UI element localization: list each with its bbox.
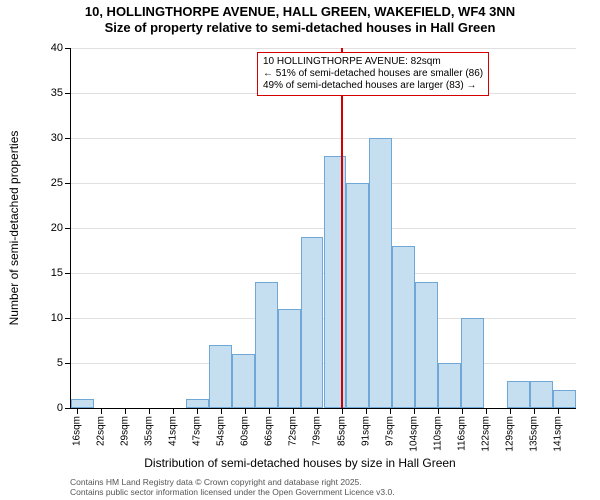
- histogram-bar: [415, 282, 438, 408]
- x-tick-label: 116sqm: [456, 416, 467, 451]
- y-tick-label: 0: [57, 402, 63, 414]
- y-tick-label: 35: [51, 87, 63, 99]
- x-tick: [197, 408, 198, 414]
- x-tick: [269, 408, 270, 414]
- x-tick-label: 72sqm: [288, 416, 299, 446]
- x-tick-label: 41sqm: [168, 416, 179, 446]
- x-tick-label: 97sqm: [384, 416, 395, 446]
- y-tick: [65, 363, 71, 364]
- x-tick-label: 60sqm: [240, 416, 251, 446]
- histogram-bar: [209, 345, 232, 408]
- x-tick-label: 79sqm: [312, 416, 323, 446]
- x-tick-label: 122sqm: [480, 416, 491, 452]
- histogram-bar: [255, 282, 278, 408]
- footer-attribution: Contains HM Land Registry data © Crown c…: [70, 477, 395, 498]
- gridline: [71, 48, 576, 49]
- callout-line-3: 49% of semi-detached houses are larger (…: [263, 80, 483, 92]
- histogram-bar: [71, 399, 94, 408]
- gridline: [71, 138, 576, 139]
- x-tick: [438, 408, 439, 414]
- x-tick: [534, 408, 535, 414]
- histogram-bar: [278, 309, 301, 408]
- histogram-bar: [369, 138, 392, 408]
- histogram-bar: [392, 246, 415, 408]
- y-tick-label: 15: [51, 267, 63, 279]
- x-tick: [293, 408, 294, 414]
- x-tick-label: 54sqm: [216, 416, 227, 446]
- histogram-bar: [507, 381, 530, 408]
- y-tick: [65, 408, 71, 409]
- x-tick-label: 22sqm: [96, 416, 107, 446]
- y-tick-label: 10: [51, 312, 63, 324]
- histogram-bar: [553, 390, 576, 408]
- callout-line-2: ← 51% of semi-detached houses are smalle…: [263, 68, 483, 80]
- x-tick-label: 91sqm: [360, 416, 371, 446]
- histogram-bar: [324, 156, 347, 408]
- x-tick-label: 129sqm: [504, 416, 515, 452]
- histogram-bar: [301, 237, 324, 408]
- y-tick: [65, 228, 71, 229]
- x-tick-label: 104sqm: [408, 416, 419, 452]
- x-tick-label: 110sqm: [432, 416, 443, 451]
- x-tick: [390, 408, 391, 414]
- x-tick: [101, 408, 102, 414]
- x-tick: [510, 408, 511, 414]
- x-tick: [366, 408, 367, 414]
- x-tick-label: 47sqm: [192, 416, 203, 446]
- y-tick: [65, 138, 71, 139]
- x-tick: [245, 408, 246, 414]
- y-tick-label: 30: [51, 132, 63, 144]
- x-tick-label: 29sqm: [120, 416, 131, 446]
- x-axis-label: Distribution of semi-detached houses by …: [0, 456, 600, 470]
- x-tick: [317, 408, 318, 414]
- y-tick-label: 5: [57, 357, 63, 369]
- histogram-bar: [232, 354, 255, 408]
- y-tick: [65, 318, 71, 319]
- x-tick: [342, 408, 343, 414]
- callout-box: 10 HOLLINGTHORPE AVENUE: 82sqm ← 51% of …: [257, 52, 489, 96]
- x-tick: [77, 408, 78, 414]
- y-tick: [65, 93, 71, 94]
- plot-area: 10 HOLLINGTHORPE AVENUE: 82sqm ← 51% of …: [70, 48, 576, 409]
- x-tick: [221, 408, 222, 414]
- footer-line-1: Contains HM Land Registry data © Crown c…: [70, 477, 395, 488]
- y-tick-label: 25: [51, 177, 63, 189]
- x-tick: [149, 408, 150, 414]
- title-line-1: 10, HOLLINGTHORPE AVENUE, HALL GREEN, WA…: [0, 4, 600, 20]
- x-tick-label: 85sqm: [336, 416, 347, 446]
- y-tick-label: 20: [51, 222, 63, 234]
- histogram-bar: [438, 363, 461, 408]
- y-tick: [65, 273, 71, 274]
- x-tick-label: 35sqm: [144, 416, 155, 446]
- reference-line: [341, 48, 343, 408]
- histogram-bar: [530, 381, 553, 408]
- histogram-bar: [186, 399, 209, 408]
- x-tick: [173, 408, 174, 414]
- footer-line-2: Contains public sector information licen…: [70, 487, 395, 498]
- x-tick: [414, 408, 415, 414]
- x-tick: [558, 408, 559, 414]
- x-tick-label: 141sqm: [552, 416, 563, 452]
- x-tick: [462, 408, 463, 414]
- y-tick: [65, 183, 71, 184]
- x-tick-label: 66sqm: [264, 416, 275, 446]
- y-axis-label: Number of semi-detached properties: [7, 131, 21, 326]
- y-tick: [65, 48, 71, 49]
- x-tick: [486, 408, 487, 414]
- histogram-bar: [346, 183, 369, 408]
- chart-title: 10, HOLLINGTHORPE AVENUE, HALL GREEN, WA…: [0, 4, 600, 37]
- histogram-bar: [461, 318, 484, 408]
- y-tick-label: 40: [51, 42, 63, 54]
- callout-line-1: 10 HOLLINGTHORPE AVENUE: 82sqm: [263, 56, 483, 68]
- x-tick: [125, 408, 126, 414]
- title-line-2: Size of property relative to semi-detach…: [0, 20, 600, 36]
- x-tick-label: 135sqm: [528, 416, 539, 452]
- x-tick-label: 16sqm: [72, 416, 83, 446]
